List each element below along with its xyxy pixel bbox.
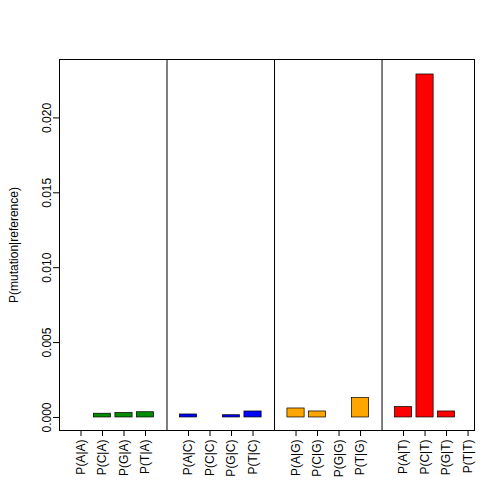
svg-text:P(T|A): P(T|A) bbox=[138, 440, 152, 474]
svg-text:0.015: 0.015 bbox=[40, 177, 54, 207]
svg-text:P(C|A): P(C|A) bbox=[95, 440, 109, 476]
svg-text:P(G|C): P(G|C) bbox=[224, 440, 238, 477]
svg-text:P(T|G): P(T|G) bbox=[353, 440, 367, 476]
svg-text:P(A|C): P(A|C) bbox=[181, 440, 195, 476]
svg-text:P(C|G): P(C|G) bbox=[310, 440, 324, 477]
svg-text:0.010: 0.010 bbox=[40, 252, 54, 282]
svg-text:P(G|A): P(G|A) bbox=[117, 439, 131, 475]
svg-text:0.005: 0.005 bbox=[40, 327, 54, 357]
svg-text:P(mutation|reference): P(mutation|reference) bbox=[7, 187, 21, 303]
svg-text:0.020: 0.020 bbox=[40, 103, 54, 133]
svg-text:P(A|A): P(A|A) bbox=[74, 440, 88, 475]
svg-text:P(C|C): P(C|C) bbox=[203, 440, 217, 476]
svg-text:P(G|G): P(G|G) bbox=[332, 439, 346, 477]
svg-text:P(T|T): P(T|T) bbox=[461, 440, 475, 474]
svg-text:P(G|T): P(G|T) bbox=[439, 440, 453, 476]
svg-text:P(A|T): P(A|T) bbox=[396, 440, 410, 474]
svg-text:0.000: 0.000 bbox=[40, 402, 54, 432]
svg-text:P(C|T): P(C|T) bbox=[418, 439, 432, 474]
svg-text:P(A|G): P(A|G) bbox=[289, 439, 303, 475]
svg-text:P(T|C): P(T|C) bbox=[246, 439, 260, 474]
